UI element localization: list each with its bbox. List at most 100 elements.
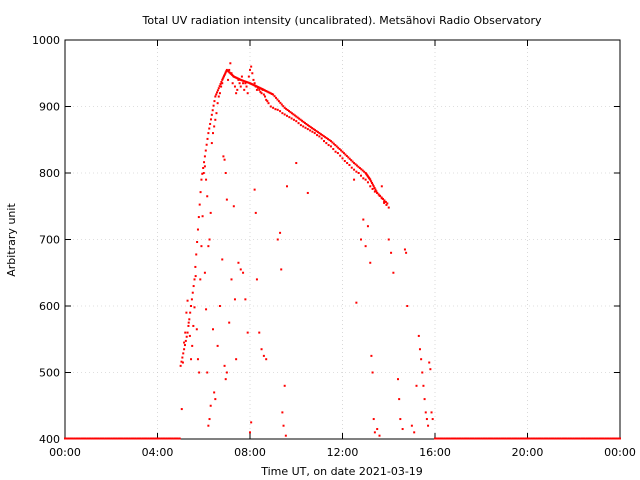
data-point [266,100,269,103]
data-point [390,251,393,254]
data-point [342,152,345,155]
data-point [273,95,276,98]
data-point [569,437,572,440]
data-point [465,437,468,440]
data-point [306,191,309,194]
data-point [205,143,208,146]
data-point [202,172,205,174]
data-point [320,137,323,140]
data-point [210,113,213,116]
data-point [403,248,406,251]
data-point [189,311,192,314]
data-point [215,112,218,115]
data-point [106,437,109,440]
data-point [160,437,163,440]
data-point [324,136,327,139]
data-point [266,90,269,93]
data-point [385,203,388,206]
data-point [315,130,318,133]
data-point [203,155,206,158]
data-point [485,437,488,440]
data-point [316,134,319,137]
data-point [154,437,157,440]
data-point [355,164,358,167]
data-point [282,424,285,427]
data-point [338,148,341,151]
data-point [183,344,186,347]
data-point [362,218,365,221]
data-point [216,344,219,347]
data-point [265,98,268,101]
data-point [221,78,224,81]
data-point [244,298,247,301]
data-point [308,125,311,128]
data-point [254,211,257,214]
data-point [364,178,367,181]
data-point [458,437,461,440]
data-point [280,268,283,271]
data-point [221,258,224,261]
data-point [347,156,350,159]
data-point [570,437,573,440]
data-point [219,83,222,86]
data-point [208,127,211,130]
data-point [341,157,344,160]
data-point [328,139,331,142]
data-point [370,354,373,357]
data-point [167,437,170,440]
data-point [559,437,562,440]
data-point [141,437,144,440]
data-point [452,437,455,440]
data-point [472,437,475,440]
data-point [437,437,440,440]
data-point [378,194,381,197]
data-point [89,437,92,440]
data-point [355,301,358,304]
data-point [205,308,208,311]
data-point [225,371,228,374]
data-point [257,86,260,89]
data-point [565,437,568,440]
data-point [208,418,211,421]
data-point [556,437,559,440]
data-point [318,132,321,135]
x-tick-label: 12:00 [327,446,359,459]
data-point [240,75,243,78]
data-point [483,437,486,440]
data-point [284,434,287,437]
y-tick-label: 900 [39,101,60,114]
data-point [304,126,307,129]
data-point [332,142,335,145]
data-point [415,384,418,387]
data-point [280,103,283,106]
data-point [526,437,529,440]
data-point [299,118,302,121]
chart-title: Total UV radiation intensity (uncalibrat… [142,14,542,27]
data-point [332,148,335,151]
data-point [82,437,85,440]
data-point [306,124,309,127]
y-axis-label: Arbitrary unit [5,203,18,277]
data-point [381,197,384,200]
data-point [361,169,364,172]
data-point [185,335,188,338]
data-point [480,437,483,440]
data-point [364,245,367,248]
data-point [267,91,270,94]
data-point [65,437,68,440]
data-point [533,437,536,440]
data-point [188,334,191,337]
data-point [210,142,213,145]
data-point [371,371,374,374]
data-point [353,168,356,171]
data-point [293,114,296,117]
data-point [593,437,596,440]
data-point [445,437,448,440]
data-point [235,92,238,95]
data-point [489,437,492,440]
data-point [152,437,155,440]
data-point [301,119,304,122]
data-point [298,117,301,120]
data-point [183,341,186,344]
